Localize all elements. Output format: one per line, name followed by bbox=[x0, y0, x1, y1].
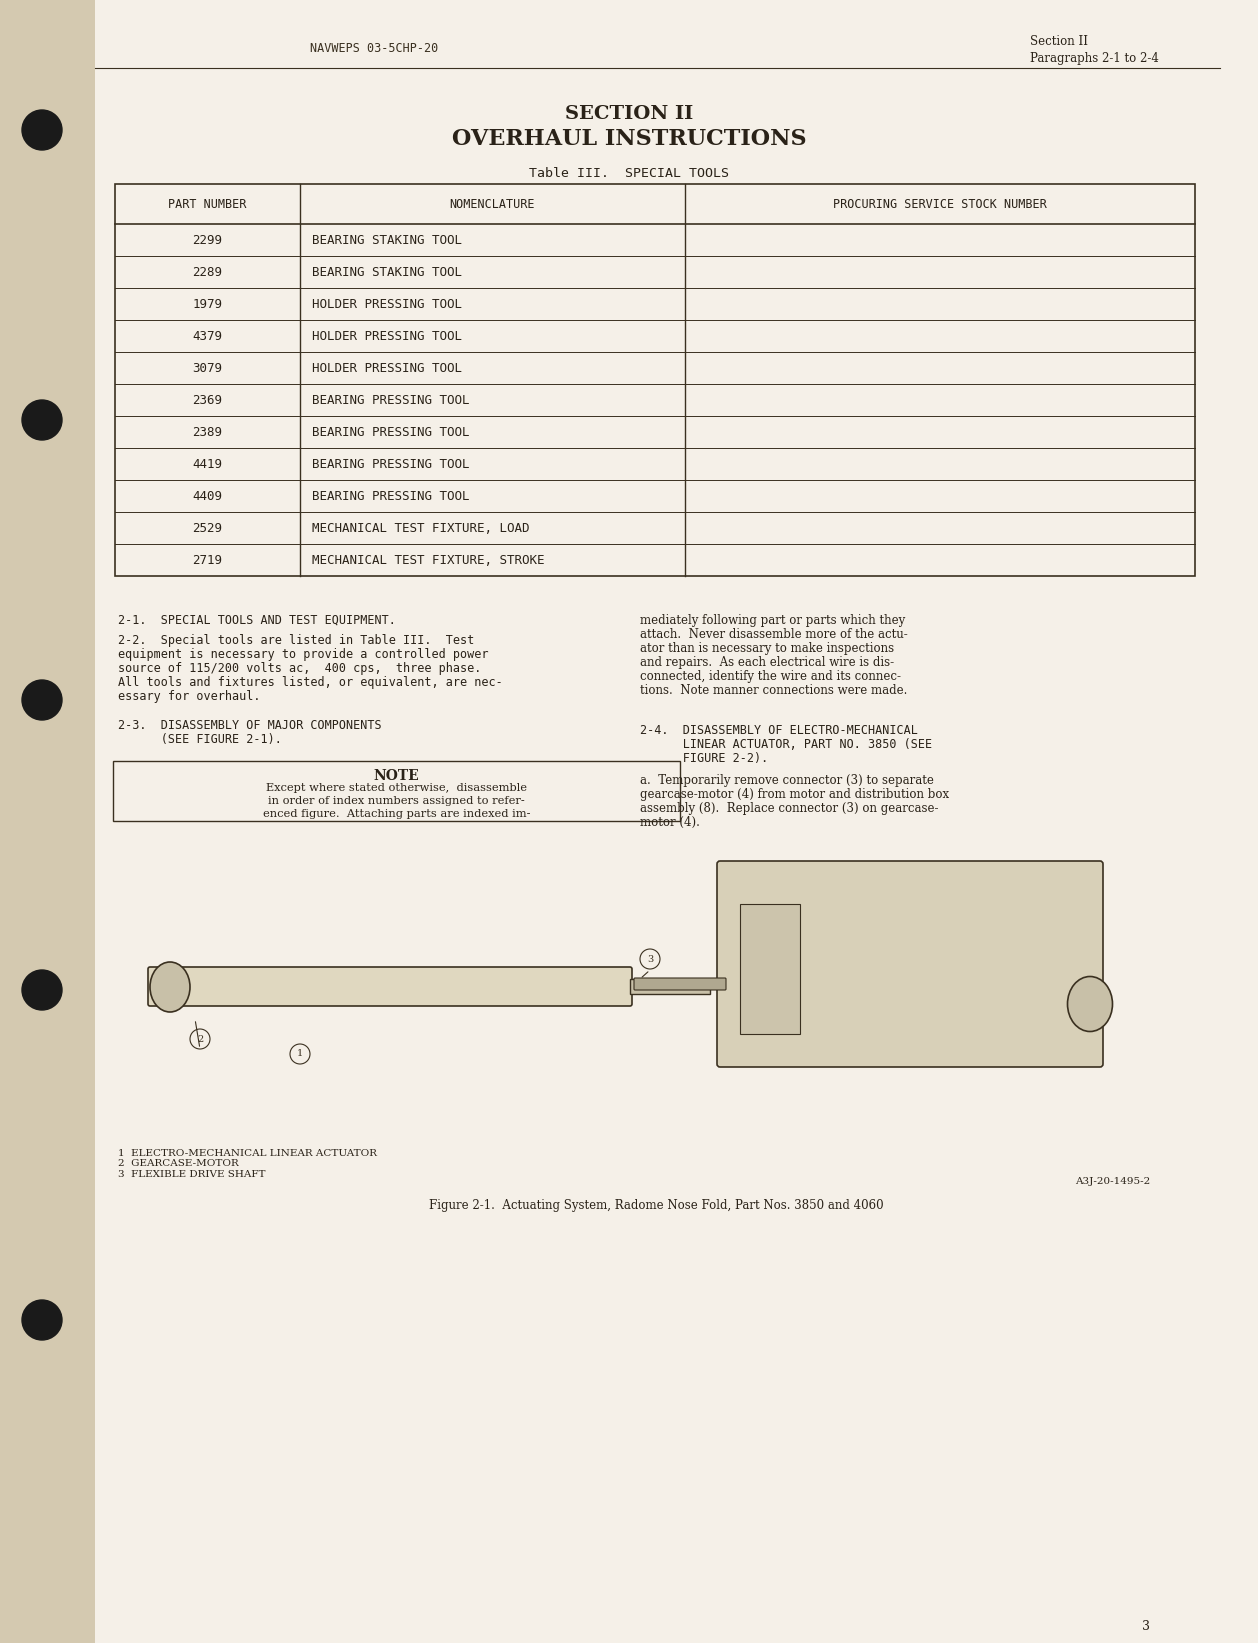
Text: 2-1.  SPECIAL TOOLS AND TEST EQUIPMENT.: 2-1. SPECIAL TOOLS AND TEST EQUIPMENT. bbox=[118, 614, 396, 628]
Text: 2289: 2289 bbox=[192, 266, 223, 279]
Text: 1979: 1979 bbox=[192, 297, 223, 311]
Text: 4379: 4379 bbox=[192, 330, 223, 342]
Text: Except where stated otherwise,  disassemble: Except where stated otherwise, disassemb… bbox=[265, 784, 527, 794]
Text: equipment is necessary to provide a controlled power: equipment is necessary to provide a cont… bbox=[118, 647, 488, 660]
Text: 2719: 2719 bbox=[192, 554, 223, 567]
Text: HOLDER PRESSING TOOL: HOLDER PRESSING TOOL bbox=[312, 297, 462, 311]
Text: 2389: 2389 bbox=[192, 426, 223, 439]
Text: mediately following part or parts which they: mediately following part or parts which … bbox=[640, 614, 906, 628]
Text: 4409: 4409 bbox=[192, 490, 223, 503]
Text: 2-3.  DISASSEMBLY OF MAJOR COMPONENTS: 2-3. DISASSEMBLY OF MAJOR COMPONENTS bbox=[118, 720, 381, 733]
Text: BEARING PRESSING TOOL: BEARING PRESSING TOOL bbox=[312, 490, 469, 503]
Ellipse shape bbox=[150, 963, 190, 1012]
Text: BEARING PRESSING TOOL: BEARING PRESSING TOOL bbox=[312, 457, 469, 470]
Text: attach.  Never disassemble more of the actu-: attach. Never disassemble more of the ac… bbox=[640, 628, 908, 641]
Circle shape bbox=[21, 399, 62, 440]
Bar bbox=[114, 184, 1195, 577]
Text: 3: 3 bbox=[647, 955, 653, 963]
Circle shape bbox=[21, 680, 62, 720]
FancyBboxPatch shape bbox=[634, 978, 726, 991]
Text: Section II: Section II bbox=[1030, 35, 1088, 48]
Text: OVERHAUL INSTRUCTIONS: OVERHAUL INSTRUCTIONS bbox=[452, 128, 806, 150]
Text: motor (4).: motor (4). bbox=[640, 817, 699, 830]
Text: BEARING PRESSING TOOL: BEARING PRESSING TOOL bbox=[312, 394, 469, 406]
Circle shape bbox=[21, 1300, 62, 1341]
Text: 2529: 2529 bbox=[192, 521, 223, 534]
Text: Table III.  SPECIAL TOOLS: Table III. SPECIAL TOOLS bbox=[530, 168, 728, 181]
Text: 1: 1 bbox=[297, 1050, 303, 1058]
Text: Figure 2-1.  Actuating System, Radome Nose Fold, Part Nos. 3850 and 4060: Figure 2-1. Actuating System, Radome Nos… bbox=[429, 1199, 884, 1213]
Text: BEARING STAKING TOOL: BEARING STAKING TOOL bbox=[312, 266, 462, 279]
Text: and repairs.  As each electrical wire is dis-: and repairs. As each electrical wire is … bbox=[640, 656, 894, 669]
Bar bbox=[0, 0, 96, 1643]
Text: All tools and fixtures listed, or equivalent, are nec-: All tools and fixtures listed, or equiva… bbox=[118, 675, 503, 688]
Text: NOTE: NOTE bbox=[374, 769, 419, 784]
Text: A3J-20-1495-2: A3J-20-1495-2 bbox=[1074, 1176, 1150, 1186]
Text: 2: 2 bbox=[196, 1035, 203, 1043]
Text: 4419: 4419 bbox=[192, 457, 223, 470]
Text: PART NUMBER: PART NUMBER bbox=[169, 197, 247, 210]
Text: 3: 3 bbox=[1142, 1620, 1150, 1633]
Text: HOLDER PRESSING TOOL: HOLDER PRESSING TOOL bbox=[312, 361, 462, 375]
Circle shape bbox=[190, 1029, 210, 1048]
Text: HOLDER PRESSING TOOL: HOLDER PRESSING TOOL bbox=[312, 330, 462, 342]
Text: ator than is necessary to make inspections: ator than is necessary to make inspectio… bbox=[640, 642, 894, 656]
FancyBboxPatch shape bbox=[717, 861, 1103, 1066]
Circle shape bbox=[21, 110, 62, 150]
Text: MECHANICAL TEST FIXTURE, LOAD: MECHANICAL TEST FIXTURE, LOAD bbox=[312, 521, 530, 534]
Text: 2-2.  Special tools are listed in Table III.  Test: 2-2. Special tools are listed in Table I… bbox=[118, 634, 474, 647]
Text: NOMENCLATURE: NOMENCLATURE bbox=[450, 197, 535, 210]
Ellipse shape bbox=[1068, 976, 1112, 1032]
Text: in order of index numbers assigned to refer-: in order of index numbers assigned to re… bbox=[268, 795, 525, 807]
Text: PROCURING SERVICE STOCK NUMBER: PROCURING SERVICE STOCK NUMBER bbox=[833, 197, 1047, 210]
Text: gearcase-motor (4) from motor and distribution box: gearcase-motor (4) from motor and distri… bbox=[640, 789, 949, 802]
Circle shape bbox=[291, 1043, 309, 1065]
Text: BEARING STAKING TOOL: BEARING STAKING TOOL bbox=[312, 233, 462, 246]
Text: source of 115/200 volts ac,  400 cps,  three phase.: source of 115/200 volts ac, 400 cps, thr… bbox=[118, 662, 482, 675]
Text: assembly (8).  Replace connector (3) on gearcase-: assembly (8). Replace connector (3) on g… bbox=[640, 802, 938, 815]
Bar bbox=[630, 979, 710, 994]
Text: Paragraphs 2-1 to 2-4: Paragraphs 2-1 to 2-4 bbox=[1030, 53, 1159, 66]
Text: enced figure.  Attaching parts are indexed im-: enced figure. Attaching parts are indexe… bbox=[263, 808, 531, 818]
Text: NAVWEPS 03-5CHP-20: NAVWEPS 03-5CHP-20 bbox=[309, 43, 438, 54]
Text: FIGURE 2-2).: FIGURE 2-2). bbox=[640, 752, 769, 766]
Bar bbox=[740, 904, 800, 1033]
Text: a.  Temporarily remove connector (3) to separate: a. Temporarily remove connector (3) to s… bbox=[640, 774, 933, 787]
Text: 2369: 2369 bbox=[192, 394, 223, 406]
Text: connected, identify the wire and its connec-: connected, identify the wire and its con… bbox=[640, 670, 901, 683]
Text: 2299: 2299 bbox=[192, 233, 223, 246]
FancyBboxPatch shape bbox=[148, 968, 632, 1006]
Text: (SEE FIGURE 2-1).: (SEE FIGURE 2-1). bbox=[118, 733, 282, 746]
Bar bbox=[113, 761, 681, 822]
Text: tions.  Note manner connections were made.: tions. Note manner connections were made… bbox=[640, 683, 907, 697]
Text: essary for overhaul.: essary for overhaul. bbox=[118, 690, 260, 703]
Text: 1  ELECTRO-MECHANICAL LINEAR ACTUATOR
2  GEARCASE-MOTOR
3  FLEXIBLE DRIVE SHAFT: 1 ELECTRO-MECHANICAL LINEAR ACTUATOR 2 G… bbox=[118, 1148, 377, 1178]
Text: SECTION II: SECTION II bbox=[565, 105, 693, 123]
Text: BEARING PRESSING TOOL: BEARING PRESSING TOOL bbox=[312, 426, 469, 439]
Text: MECHANICAL TEST FIXTURE, STROKE: MECHANICAL TEST FIXTURE, STROKE bbox=[312, 554, 545, 567]
Text: LINEAR ACTUATOR, PART NO. 3850 (SEE: LINEAR ACTUATOR, PART NO. 3850 (SEE bbox=[640, 738, 932, 751]
Text: 2-4.  DISASSEMBLY OF ELECTRO-MECHANICAL: 2-4. DISASSEMBLY OF ELECTRO-MECHANICAL bbox=[640, 725, 918, 738]
Text: 3079: 3079 bbox=[192, 361, 223, 375]
Circle shape bbox=[640, 950, 660, 969]
Circle shape bbox=[21, 969, 62, 1010]
